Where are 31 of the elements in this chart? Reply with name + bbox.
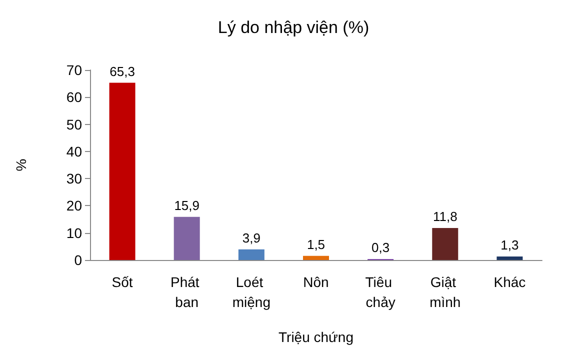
x-tick-label: Phát ban — [170, 274, 204, 310]
x-tick-label: Khác — [494, 274, 526, 290]
x-axis-title: Triệu chứng — [278, 329, 354, 345]
bar — [174, 216, 200, 260]
data-label: 65,3 — [110, 64, 135, 79]
x-tick-label: Giật mình — [430, 274, 461, 310]
bar — [432, 228, 458, 260]
chart-title: Lý do nhập viện (%) — [218, 18, 370, 37]
x-tick-label: Tiêu chảy — [365, 274, 396, 310]
data-label: 3,9 — [242, 230, 260, 246]
y-tick-label: 10 — [66, 224, 82, 241]
y-axis-title: % — [13, 158, 29, 172]
bar — [496, 256, 523, 260]
x-tick-label: Nôn — [303, 274, 329, 290]
data-label: 1,5 — [306, 236, 326, 252]
x-tick-label: Sốt — [112, 274, 133, 290]
y-tick-label: 60 — [66, 89, 82, 106]
y-tick-label: 20 — [66, 198, 82, 214]
y-tick-label: 40 — [66, 143, 82, 160]
bar — [303, 256, 329, 260]
y-tick-label: 30 — [66, 170, 82, 187]
data-label: 11,8 — [432, 208, 458, 224]
y-tick-label: 70 — [66, 62, 82, 78]
data-label: 1,3 — [500, 237, 519, 252]
y-tick-label: 0 — [74, 252, 82, 268]
data-label: 15,9 — [174, 198, 200, 213]
data-label: 0,3 — [372, 240, 390, 256]
y-tick-label: 50 — [66, 116, 82, 132]
bar — [109, 82, 136, 260]
x-tick-label: Loét miệng — [232, 274, 270, 310]
bar — [238, 249, 264, 260]
